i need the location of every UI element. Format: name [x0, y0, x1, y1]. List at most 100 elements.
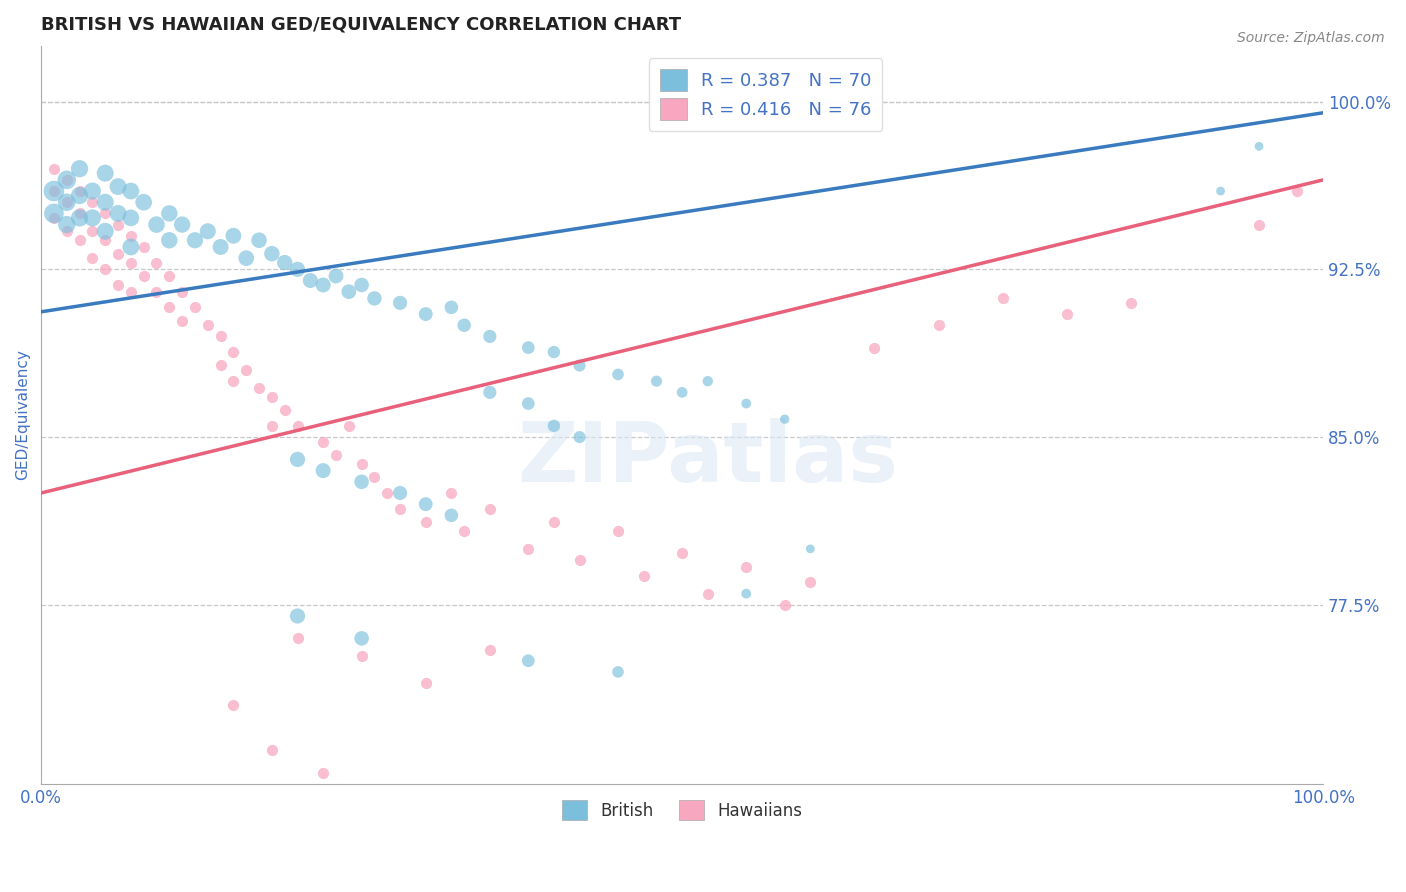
Point: [799, 575, 821, 590]
Point: [607, 368, 630, 382]
Point: [607, 665, 630, 679]
Point: [157, 206, 180, 220]
Point: [389, 501, 412, 516]
Point: [337, 418, 360, 433]
Point: [235, 251, 257, 265]
Point: [120, 184, 142, 198]
Point: [145, 285, 167, 299]
Point: [389, 486, 412, 500]
Point: [517, 341, 540, 355]
Point: [517, 396, 540, 410]
Point: [517, 541, 540, 556]
Point: [363, 292, 385, 306]
Point: [478, 642, 501, 657]
Point: [568, 359, 591, 373]
Point: [773, 412, 796, 426]
Point: [235, 363, 257, 377]
Point: [69, 206, 91, 220]
Point: [94, 206, 117, 220]
Point: [209, 359, 232, 373]
Point: [172, 314, 194, 328]
Point: [55, 195, 77, 210]
Point: [55, 173, 77, 187]
Point: [389, 296, 412, 310]
Text: BRITISH VS HAWAIIAN GED/EQUIVALENCY CORRELATION CHART: BRITISH VS HAWAIIAN GED/EQUIVALENCY CORR…: [41, 15, 682, 33]
Point: [42, 211, 65, 225]
Point: [120, 255, 142, 269]
Point: [94, 166, 117, 180]
Point: [107, 218, 129, 232]
Point: [543, 345, 565, 359]
Point: [260, 390, 283, 404]
Point: [415, 515, 437, 529]
Point: [157, 268, 180, 283]
Point: [299, 273, 322, 287]
Point: [120, 240, 142, 254]
Text: Source: ZipAtlas.com: Source: ZipAtlas.com: [1237, 31, 1385, 45]
Point: [696, 374, 718, 388]
Point: [273, 403, 295, 417]
Point: [696, 587, 718, 601]
Point: [69, 233, 91, 247]
Point: [260, 743, 283, 757]
Point: [773, 598, 796, 612]
Point: [107, 179, 129, 194]
Point: [312, 765, 335, 780]
Point: [440, 301, 463, 315]
Point: [260, 418, 283, 433]
Point: [55, 173, 77, 187]
Point: [132, 195, 155, 210]
Point: [350, 277, 373, 292]
Text: ZIPatlas: ZIPatlas: [517, 418, 898, 500]
Point: [415, 307, 437, 321]
Point: [1247, 218, 1270, 232]
Point: [568, 553, 591, 567]
Point: [991, 292, 1014, 306]
Point: [671, 546, 693, 560]
Point: [69, 188, 91, 202]
Legend: British, Hawaiians: British, Hawaiians: [555, 793, 808, 827]
Point: [69, 211, 91, 225]
Point: [312, 277, 335, 292]
Point: [607, 524, 630, 538]
Point: [543, 418, 565, 433]
Point: [260, 246, 283, 260]
Point: [287, 632, 309, 646]
Point: [222, 374, 245, 388]
Point: [478, 329, 501, 343]
Point: [132, 240, 155, 254]
Point: [107, 277, 129, 292]
Point: [82, 211, 104, 225]
Point: [453, 524, 475, 538]
Point: [337, 285, 360, 299]
Point: [132, 268, 155, 283]
Point: [312, 464, 335, 478]
Point: [42, 206, 65, 220]
Point: [453, 318, 475, 333]
Point: [671, 385, 693, 400]
Point: [184, 301, 207, 315]
Point: [478, 501, 501, 516]
Point: [42, 184, 65, 198]
Point: [645, 374, 668, 388]
Point: [1247, 139, 1270, 153]
Point: [55, 218, 77, 232]
Point: [735, 559, 758, 574]
Point: [69, 161, 91, 176]
Point: [157, 233, 180, 247]
Point: [120, 228, 142, 243]
Point: [312, 434, 335, 449]
Point: [55, 195, 77, 210]
Point: [184, 233, 207, 247]
Point: [94, 195, 117, 210]
Point: [863, 341, 886, 355]
Point: [145, 218, 167, 232]
Point: [222, 228, 245, 243]
Point: [1286, 184, 1309, 198]
Point: [1056, 307, 1078, 321]
Point: [1119, 296, 1142, 310]
Point: [82, 224, 104, 238]
Point: [209, 329, 232, 343]
Point: [350, 457, 373, 471]
Point: [287, 262, 309, 277]
